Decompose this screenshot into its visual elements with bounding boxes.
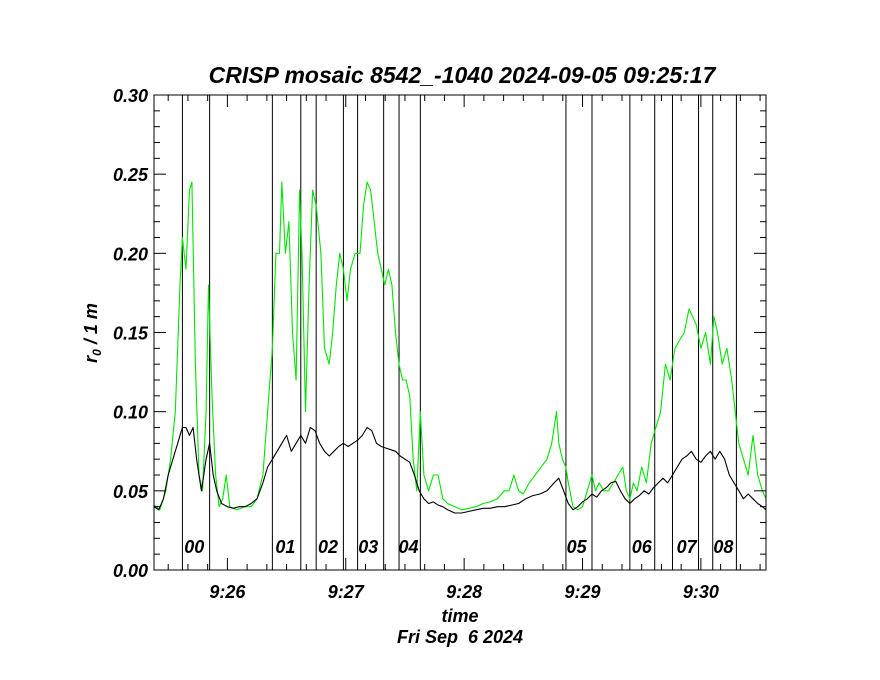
scan-label-00: 00 bbox=[184, 537, 204, 557]
scan-label-07: 07 bbox=[677, 537, 698, 557]
x-axis-date-label: Fri Sep 6 2024 bbox=[397, 627, 523, 647]
plot-frame bbox=[153, 94, 767, 571]
y-tick-label-3: 0.15 bbox=[113, 324, 149, 344]
y-axis-label-unit: / 1 m bbox=[81, 303, 101, 349]
scan-boundary-lines bbox=[181, 95, 737, 570]
scan-label-02: 02 bbox=[318, 537, 338, 557]
y-axis-label-subscript: 0 bbox=[90, 349, 104, 356]
x-tick-label-1: 9:27 bbox=[328, 582, 365, 602]
y-tick-label-4: 0.20 bbox=[113, 244, 148, 264]
scan-label-04: 04 bbox=[398, 537, 418, 557]
y-tick-label-2: 0.10 bbox=[113, 403, 148, 423]
scan-label-05: 05 bbox=[567, 537, 588, 557]
scan-label-01: 01 bbox=[275, 537, 295, 557]
y-axis-label-main: r bbox=[81, 355, 101, 363]
x-axis-ticks: 9:26 9:27 9:28 9:29 9:30 bbox=[167, 95, 761, 602]
x-tick-label-4: 9:30 bbox=[683, 582, 719, 602]
series-line-1 bbox=[153, 426, 767, 514]
series-line-0 bbox=[153, 181, 767, 511]
y-tick-label-5: 0.25 bbox=[113, 165, 149, 185]
series-layer bbox=[153, 181, 767, 514]
scan-label-08: 08 bbox=[713, 537, 733, 557]
scan-labels: 00 01 02 03 04 05 06 07 08 bbox=[184, 537, 733, 557]
y-axis-label: r0 / 1 m bbox=[81, 303, 104, 363]
x-tick-label-3: 9:29 bbox=[565, 582, 601, 602]
scan-label-06: 06 bbox=[632, 537, 653, 557]
y-tick-label-6: 0.30 bbox=[113, 86, 148, 106]
y-tick-label-0: 0.00 bbox=[113, 561, 148, 581]
x-tick-label-2: 9:28 bbox=[446, 582, 482, 602]
x-tick-label-0: 9:26 bbox=[209, 582, 246, 602]
scan-label-03: 03 bbox=[358, 537, 378, 557]
x-axis-label: time bbox=[441, 606, 478, 626]
y-axis-ticks: 0.00 0.05 0.10 0.15 0.20 0.25 0.30 bbox=[113, 86, 766, 581]
y-tick-label-1: 0.05 bbox=[113, 482, 149, 502]
chart-title: CRISP mosaic 8542_-1040 2024-09-05 09:25… bbox=[209, 62, 717, 88]
